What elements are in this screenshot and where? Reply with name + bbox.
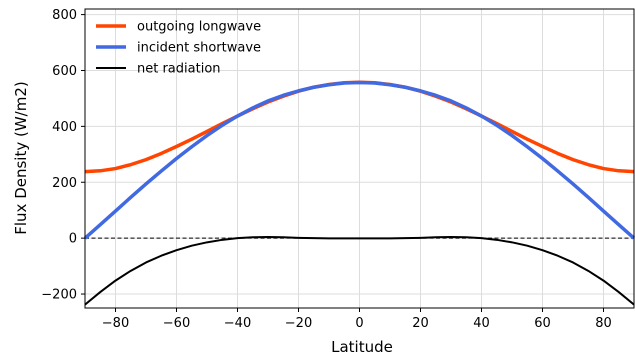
x-tick-label: 40 [473, 316, 490, 331]
x-tick-label: 60 [534, 316, 551, 331]
x-tick-label: −80 [102, 316, 129, 331]
series-line-net-radiation [84, 236, 635, 306]
x-tick-label: −20 [285, 316, 312, 331]
y-tick-label: 600 [52, 64, 77, 79]
legend-label: outgoing longwave [137, 20, 261, 35]
x-tick-label: 20 [412, 316, 429, 331]
y-axis-ticks: −200 0 200 400 600 800 [41, 8, 85, 303]
y-tick-label: 200 [52, 176, 77, 191]
legend-label: incident shortwave [137, 41, 261, 56]
y-axis-title: Flux Density (W/m2) [12, 81, 30, 235]
x-tick-label: −40 [224, 316, 251, 331]
x-tick-label: 0 [355, 316, 363, 331]
series-lines [83, 80, 635, 306]
y-tick-label: 800 [52, 8, 77, 23]
legend-label: net radiation [137, 62, 221, 77]
x-axis-ticks: −80 −60 −40 −20 0 20 40 60 80 [102, 308, 612, 331]
series-line-incident-shortwave [83, 80, 635, 240]
x-tick-label: 80 [595, 316, 612, 331]
y-tick-label: −200 [41, 288, 77, 303]
y-tick-label: 400 [52, 120, 77, 135]
legend: outgoing longwave incident shortwave net r… [96, 20, 261, 77]
x-tick-label: −60 [163, 316, 190, 331]
y-tick-label: 0 [69, 232, 77, 247]
x-axis-title: Latitude [331, 338, 393, 356]
